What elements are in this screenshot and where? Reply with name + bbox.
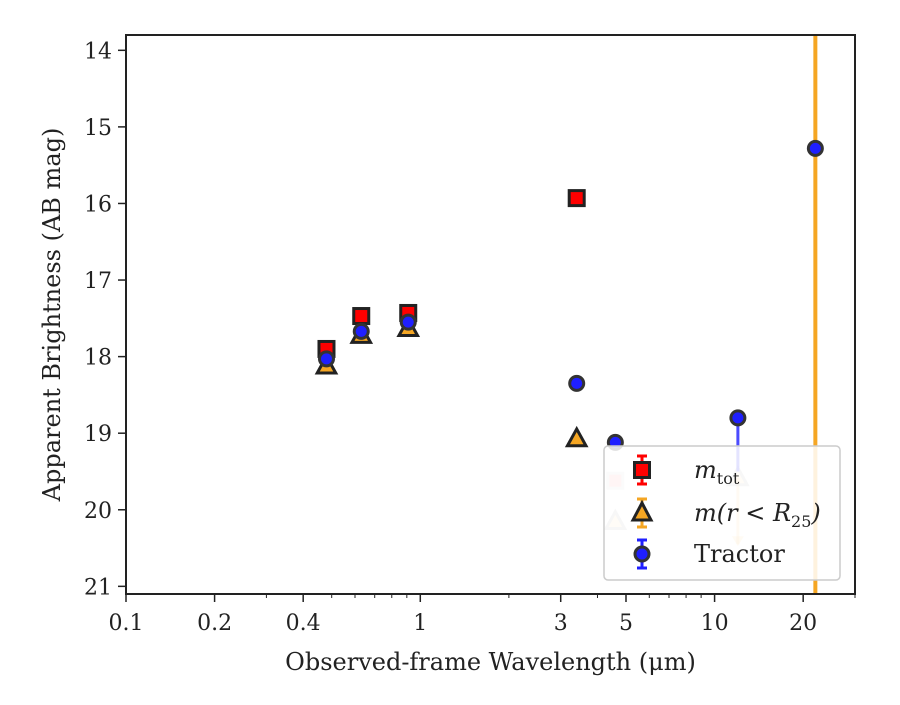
x-tick-label: 1 (413, 611, 427, 636)
m-tot-marker (567, 189, 586, 208)
tractor-marker (729, 409, 747, 427)
plot-frame (125, 34, 856, 595)
tractor-marker (352, 322, 370, 340)
tractor-marker (806, 139, 824, 157)
x-tick-label: 3 (554, 611, 568, 636)
m-tot-marker (352, 307, 371, 326)
y-tick-label: 21 (84, 575, 112, 600)
y-tick-label: 20 (84, 499, 112, 524)
legend-marker-circle (633, 545, 651, 563)
legend-box (603, 445, 841, 581)
y-tick-label: 19 (84, 422, 112, 447)
legend-label: Tractor (694, 540, 785, 568)
y-tick-label: 15 (84, 116, 112, 141)
x-tick-label: 0.4 (286, 611, 321, 636)
legend-marker-triangle (630, 499, 654, 522)
x-tick-label: 0.2 (197, 611, 232, 636)
x-tick-label: 20 (789, 611, 817, 636)
x-axis-label: Observed-frame Wavelength (μm) (285, 648, 696, 676)
x-tick-label: 5 (619, 611, 633, 636)
x-tick-label: 0.1 (109, 611, 144, 636)
legend-marker-square (633, 461, 651, 479)
m-r25-marker (564, 425, 589, 448)
y-tick-label: 17 (84, 269, 112, 294)
tractor-marker (568, 374, 586, 392)
y-axis-label: Apparent Brightness (AB mag) (38, 128, 66, 503)
x-tick-label: 10 (701, 611, 729, 636)
y-tick-label: 18 (84, 346, 112, 371)
y-tick-label: 16 (84, 192, 112, 217)
legend-label: m(r < R25) (694, 499, 821, 531)
y-tick-label: 14 (84, 39, 112, 64)
tractor-marker (317, 350, 335, 368)
tractor-marker (399, 313, 417, 331)
